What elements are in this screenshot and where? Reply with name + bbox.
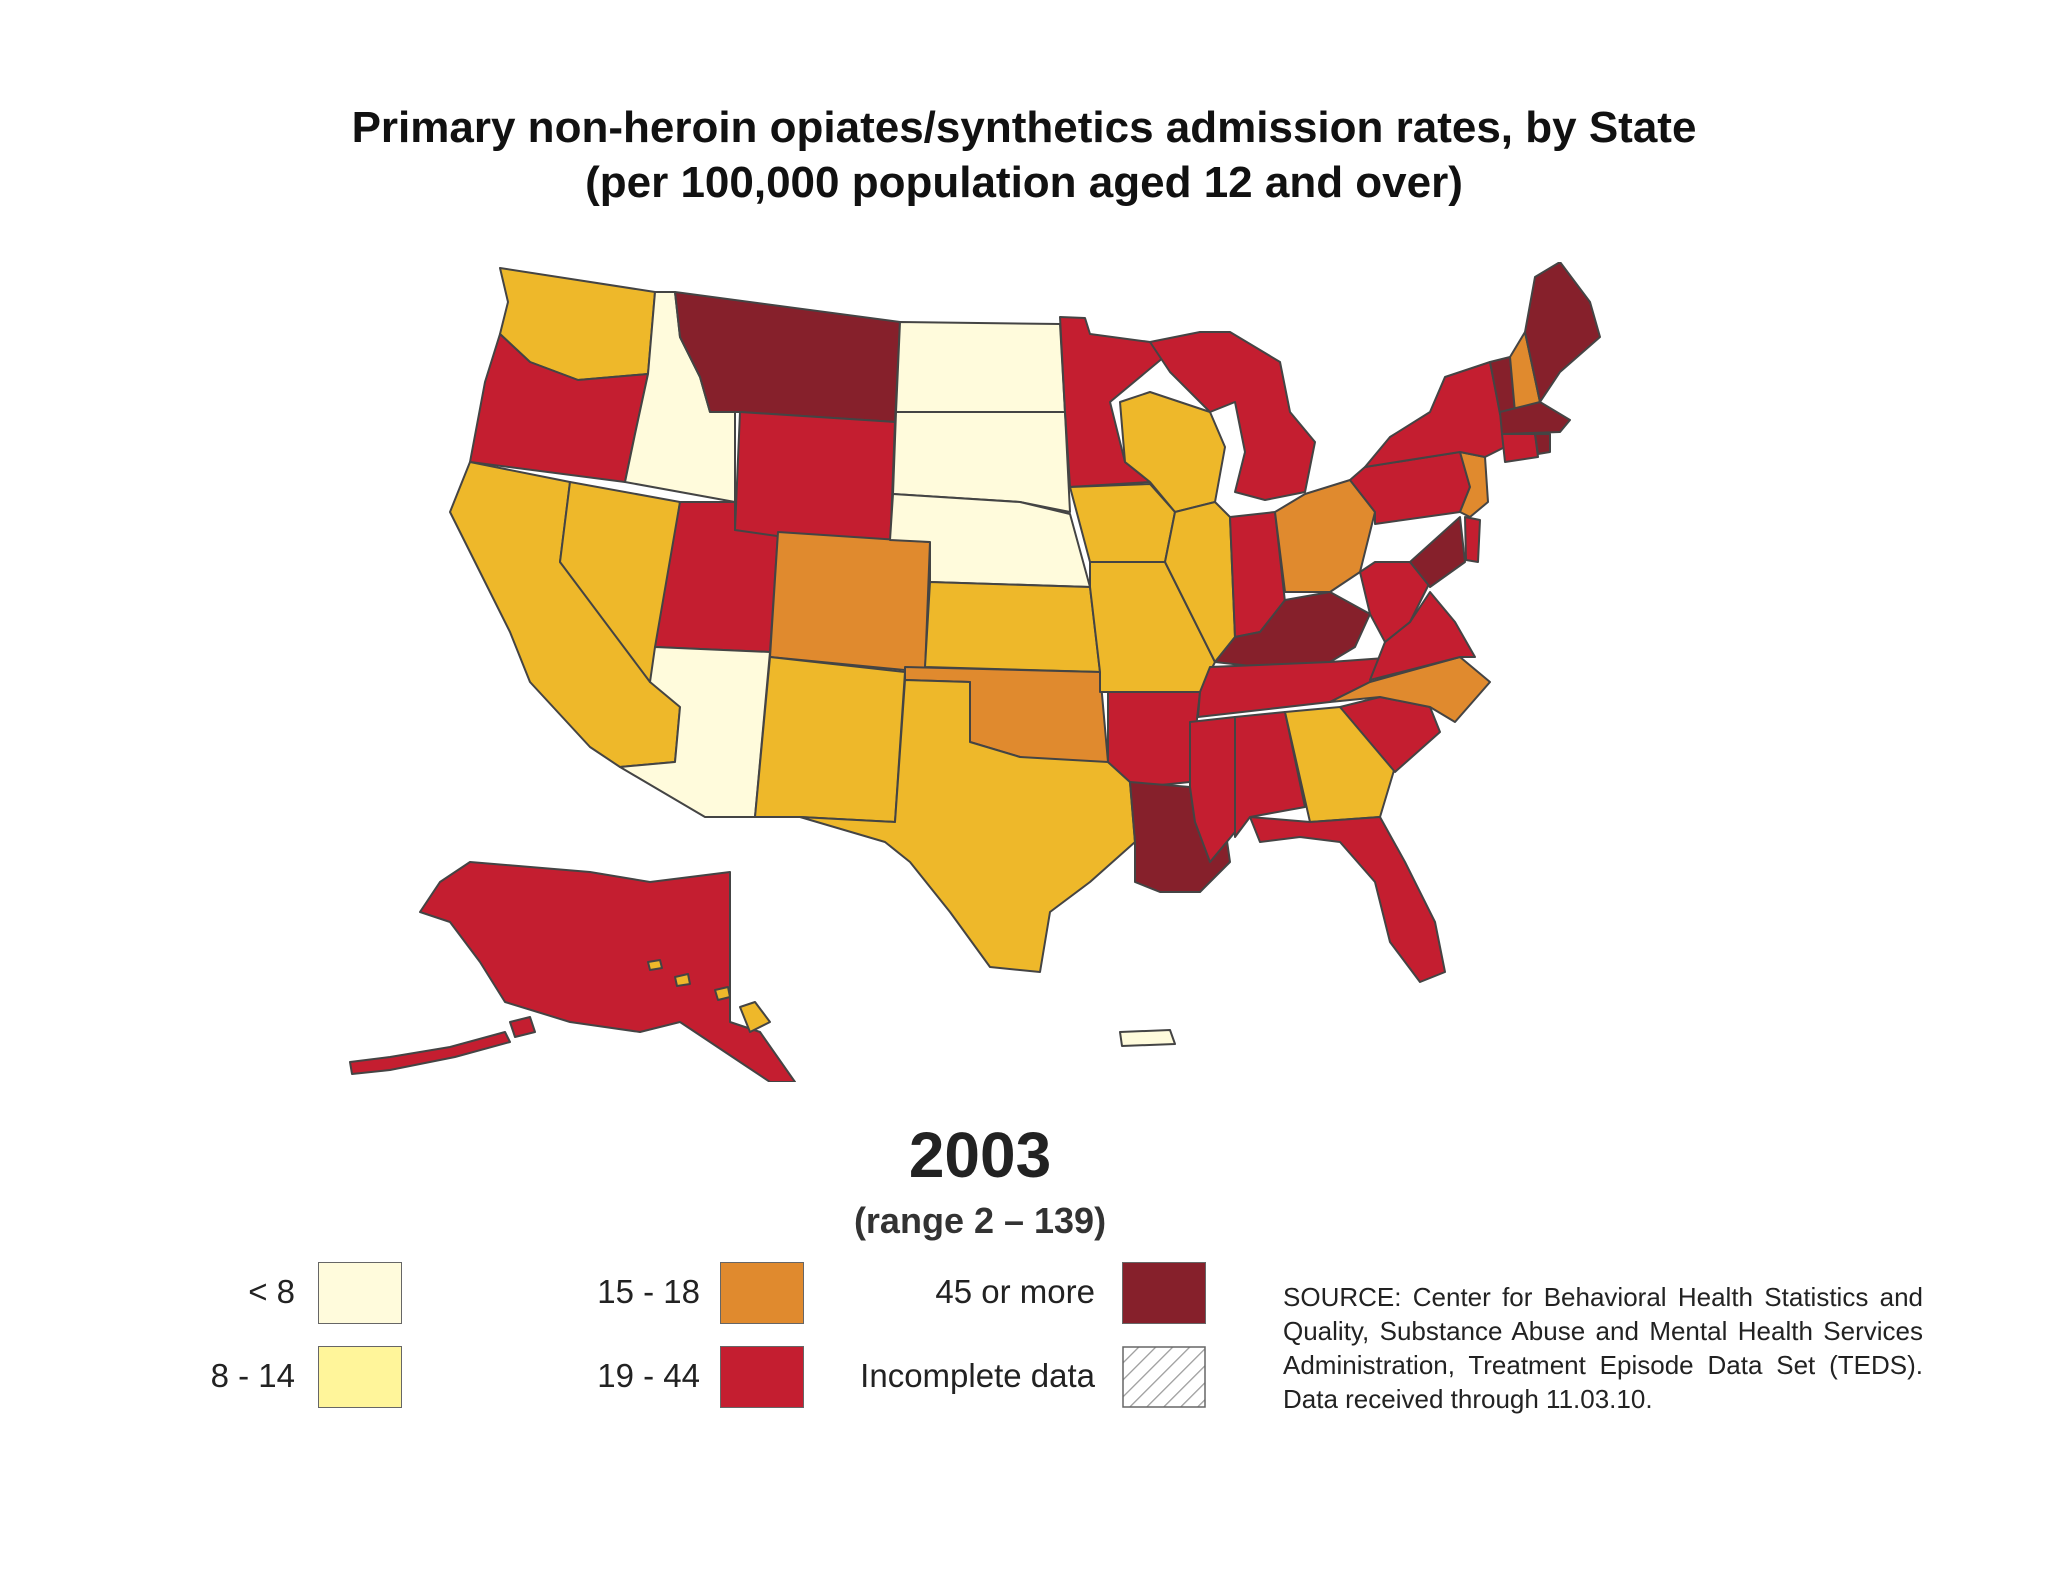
us-choropleth-map <box>349 262 1601 1082</box>
state-massachusetts <box>1499 401 1571 435</box>
legend-label-15-18: 15 - 18 <box>597 1273 700 1310</box>
state-montana <box>674 291 901 423</box>
state-colorado <box>769 531 931 673</box>
state-hawaii-maui <box>714 986 731 1001</box>
state-arkansas <box>1107 691 1201 788</box>
state-texas <box>799 679 1136 973</box>
source-note: SOURCE: Center for Behavioral Health Sta… <box>1283 1282 1923 1414</box>
legend-swatch-45-plus <box>1122 1262 1206 1324</box>
legend-swatch-incomplete <box>1122 1346 1206 1408</box>
map-title-line1: Primary non-heroin opiates/synthetics ad… <box>351 103 1697 152</box>
legend-label-lt8: < 8 <box>248 1273 295 1310</box>
state-west-virginia <box>1359 561 1431 643</box>
state-iowa <box>1069 483 1176 563</box>
state-north-carolina <box>1329 656 1491 723</box>
state-new-york <box>1364 361 1506 468</box>
state-new-mexico <box>754 656 906 823</box>
state-minnesota <box>1059 316 1171 488</box>
legend-swatch-15-18 <box>720 1262 804 1324</box>
state-hawaii-oahu <box>674 973 691 987</box>
state-north-dakota <box>895 321 1066 413</box>
state-alaska-islands <box>349 1031 511 1075</box>
state-connecticut <box>1501 433 1539 463</box>
state-delaware <box>1464 516 1481 563</box>
state-ohio <box>1274 479 1376 593</box>
state-rhode-island <box>1534 433 1551 455</box>
state-maine <box>1524 262 1601 403</box>
map-year: 2003 <box>908 1119 1052 1191</box>
state-kansas <box>924 581 1101 673</box>
state-alabama <box>1234 711 1306 838</box>
legend-swatch-lt8 <box>318 1262 402 1324</box>
state-alaska <box>419 861 796 1082</box>
map-range: (range 2 – 139) <box>853 1200 1107 1241</box>
legend-swatch-19-44 <box>720 1346 804 1408</box>
state-hawaii-kauai <box>647 959 663 971</box>
state-alaska-kodiak <box>509 1016 536 1038</box>
legend-swatch-8-14 <box>318 1346 402 1408</box>
territory-puerto-rico <box>1119 1029 1176 1047</box>
legend-label-8-14: 8 - 14 <box>210 1357 295 1394</box>
legend-label-19-44: 19 - 44 <box>597 1357 700 1394</box>
state-michigan <box>1149 331 1316 501</box>
state-georgia <box>1284 706 1396 823</box>
state-hawaii <box>739 1001 771 1033</box>
state-maryland <box>1409 516 1466 588</box>
state-florida <box>1249 816 1446 983</box>
state-wyoming <box>734 411 896 553</box>
legend-label-incomplete: Incomplete data <box>860 1357 1095 1394</box>
map-title-line2: (per 100,000 population aged 12 and over… <box>585 158 1463 207</box>
legend-label-45-plus: 45 or more <box>935 1273 1095 1310</box>
